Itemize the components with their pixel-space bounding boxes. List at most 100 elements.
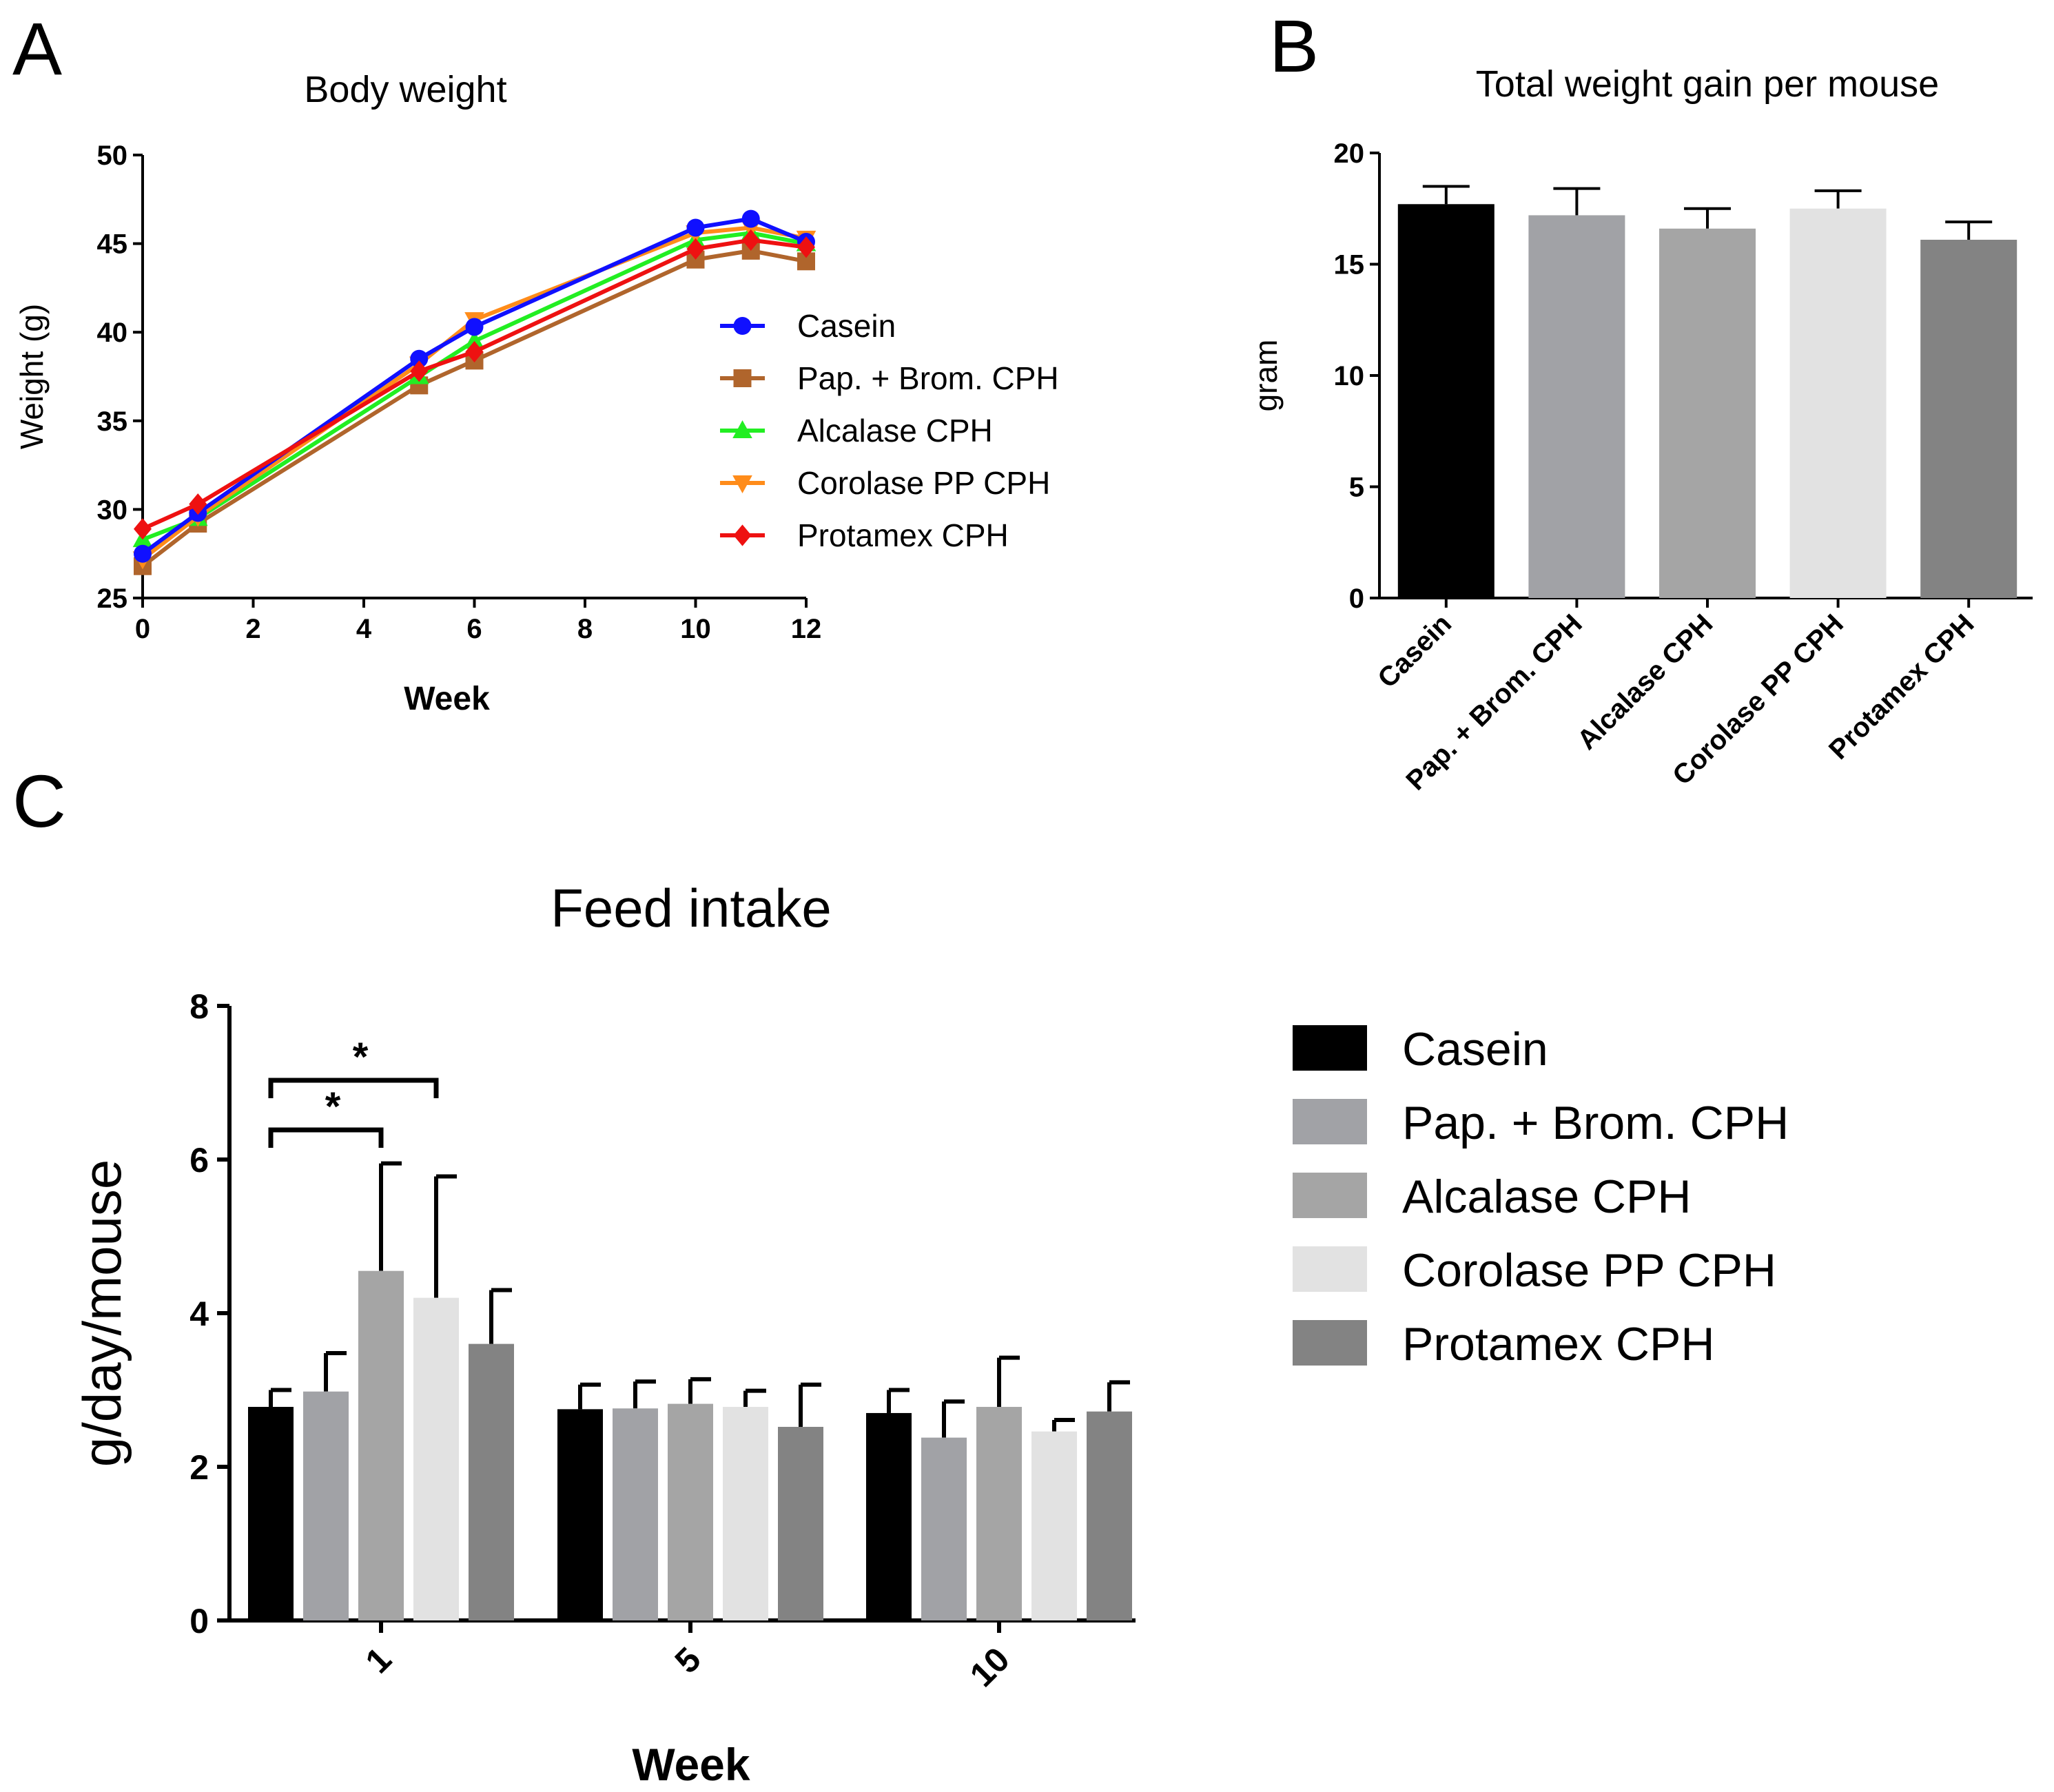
chart-c-legend-label-pap-brom-cph: Pap. + Brom. CPH	[1402, 1097, 1789, 1149]
chart-c-legend-swatch-alcalase-cph	[1293, 1173, 1367, 1218]
chart-body-weight: Body weight 25 30 35 40 45 50 0 2 4 6 8 10 12 Week Weig…	[14, 69, 1059, 717]
chart-c-bar-alcalase-cph-week-10	[976, 1407, 1022, 1620]
chart-a-x-tick-label: 2	[245, 614, 260, 644]
chart-a-x-tick-label: 10	[680, 614, 711, 644]
chart-a-legend-label-pap-brom-cph: Pap. + Brom. CPH	[797, 360, 1059, 396]
chart-c-legend-label-protamex-cph: Protamex CPH	[1402, 1318, 1714, 1370]
chart-a-x-label: Week	[404, 681, 490, 717]
chart-c-legend-label-corolase-pp-cph: Corolase PP CPH	[1402, 1244, 1776, 1297]
chart-b-x-tick-label-casein: Casein	[1372, 608, 1457, 694]
chart-a-legend-marker-alcalase-cph	[732, 420, 752, 439]
chart-c-y-tick-label: 8	[189, 987, 209, 1026]
chart-b-bar-casein	[1397, 204, 1495, 598]
chart-a-point-protamex-cph	[797, 236, 815, 258]
chart-a-point-alcalase-cph	[464, 331, 484, 349]
chart-a-x-tick-label: 0	[135, 614, 150, 644]
chart-total-weight-gain: Total weight gain per mouse 0 5 10 15 20 gram C…	[1248, 63, 2033, 796]
chart-c-bar-protamex-cph-week-10	[1087, 1411, 1132, 1620]
chart-a-y-tick-label: 35	[97, 406, 128, 437]
chart-a-line-casein	[141, 216, 808, 556]
chart-c-bar-corolase-pp-cph-week-5	[723, 1407, 768, 1620]
chart-a-y-tick-label: 40	[97, 318, 128, 348]
chart-c-bar-pap-brom-cph-week-5	[613, 1408, 658, 1620]
chart-b-y-tick-label: 20	[1334, 138, 1365, 169]
chart-a-point-casein	[741, 209, 760, 228]
panel-letter-a: A	[12, 7, 62, 90]
chart-b-bar-alcalase-cph	[1659, 228, 1756, 598]
chart-a-legend-label-alcalase-cph: Alcalase CPH	[797, 413, 993, 449]
chart-c-y-label: g/day/mouse	[72, 1160, 132, 1467]
chart-c-bar-protamex-cph-week-5	[778, 1427, 823, 1620]
chart-a-x-tick-label: 6	[466, 614, 482, 644]
chart-b-bar-protamex-cph	[1920, 239, 2017, 599]
chart-b-y-tick-label: 0	[1349, 584, 1364, 614]
chart-c-bar-casein-week-1	[248, 1407, 294, 1620]
chart-c-bar-pap-brom-cph-week-1	[303, 1391, 349, 1620]
chart-c-legend-swatch-corolase-pp-cph	[1293, 1246, 1367, 1292]
chart-feed-intake: Feed intake 0 2 4 6 8 g/day/mouse Week 1 5 10 * * Cas…	[72, 878, 1789, 1790]
chart-a-point-protamex-cph	[410, 360, 429, 382]
chart-b-title: Total weight gain per mouse	[1476, 63, 1939, 105]
chart-c-x-label: Week	[632, 1739, 750, 1790]
chart-a-x-tick-label: 8	[577, 614, 593, 644]
chart-a-y-tick-label: 30	[97, 495, 128, 525]
chart-b-x-tick-label-alcalase-cph: Alcalase CPH	[1572, 608, 1718, 755]
chart-a-point-protamex-cph	[465, 340, 484, 363]
chart-c-bar-casein-week-5	[557, 1409, 603, 1620]
chart-a-point-casein	[410, 349, 429, 368]
chart-a-point-casein	[134, 544, 152, 563]
chart-a-legend-label-corolase-pp-cph: Corolase PP CPH	[797, 465, 1050, 501]
chart-a-point-protamex-cph	[741, 229, 760, 251]
chart-c-bar-alcalase-cph-week-1	[358, 1270, 404, 1620]
chart-a-legend-marker-pap-brom-cph	[733, 369, 752, 387]
chart-a-point-protamex-cph	[189, 493, 207, 515]
chart-c-y-tick-label: 2	[189, 1448, 209, 1487]
chart-c-legend-swatch-pap-brom-cph	[1293, 1099, 1367, 1144]
chart-c-legend-label-alcalase-cph: Alcalase CPH	[1402, 1171, 1692, 1223]
chart-c-title: Feed intake	[551, 878, 832, 938]
chart-c-significance-bracket	[268, 1127, 384, 1148]
chart-a-y-label: Weight (g)	[14, 304, 50, 449]
chart-c-bar-protamex-cph-week-1	[469, 1343, 514, 1620]
chart-a-x-tick-label: 4	[356, 614, 372, 644]
chart-c-significance-bracket	[268, 1078, 439, 1098]
chart-c-x-tick-label: 10	[963, 1640, 1017, 1694]
panel-letter-c: C	[12, 759, 66, 843]
chart-c-y-tick-label: 0	[189, 1602, 209, 1640]
chart-a-y-tick-label: 25	[97, 584, 128, 614]
chart-a-legend-label-casein: Casein	[797, 308, 896, 344]
chart-b-y-tick-label: 5	[1349, 473, 1364, 503]
chart-c-legend-label-casein: Casein	[1402, 1023, 1548, 1075]
chart-c-bar-alcalase-cph-week-5	[668, 1403, 713, 1620]
chart-a-legend-marker-casein	[733, 317, 752, 335]
chart-c-y-tick-label: 6	[189, 1141, 209, 1180]
chart-c-bar-corolase-pp-cph-week-1	[413, 1297, 459, 1620]
chart-c-bar-corolase-pp-cph-week-10	[1031, 1431, 1077, 1620]
panel-letter-b: B	[1269, 4, 1319, 87]
chart-c-y-tick-label: 4	[189, 1295, 209, 1333]
chart-a-legend-label-protamex-cph: Protamex CPH	[797, 517, 1009, 553]
chart-a-legend-marker-protamex-cph	[733, 524, 752, 546]
chart-a-legend-marker-corolase-pp-cph	[732, 475, 752, 493]
chart-c-bar-casein-week-10	[866, 1412, 912, 1620]
chart-b-bar-corolase-pp-cph	[1789, 208, 1887, 598]
chart-b-y-tick-label: 10	[1334, 361, 1365, 391]
chart-c-legend-swatch-casein	[1293, 1025, 1367, 1071]
chart-a-line-pap-brom-cph	[141, 248, 807, 568]
chart-b-bar-pap-brom-cph	[1528, 215, 1625, 598]
chart-c-significance-label: *	[325, 1084, 341, 1129]
chart-c-x-tick-label: 1	[358, 1640, 399, 1680]
chart-c-bar-pap-brom-cph-week-10	[921, 1437, 967, 1620]
chart-c-significance-label: *	[353, 1035, 369, 1080]
chart-a-point-casein	[686, 218, 705, 237]
chart-a-point-protamex-cph	[134, 518, 152, 540]
chart-c-x-tick-label: 5	[668, 1640, 708, 1680]
chart-b-y-label: gram	[1248, 340, 1284, 412]
chart-a-line-corolase-pp-cph	[141, 225, 807, 561]
chart-a-point-casein	[465, 318, 484, 336]
chart-a-x-tick-label: 12	[791, 614, 822, 644]
chart-a-title: Body weight	[304, 69, 506, 110]
chart-c-legend-swatch-protamex-cph	[1293, 1320, 1367, 1366]
chart-a-y-tick-label: 45	[97, 229, 128, 260]
